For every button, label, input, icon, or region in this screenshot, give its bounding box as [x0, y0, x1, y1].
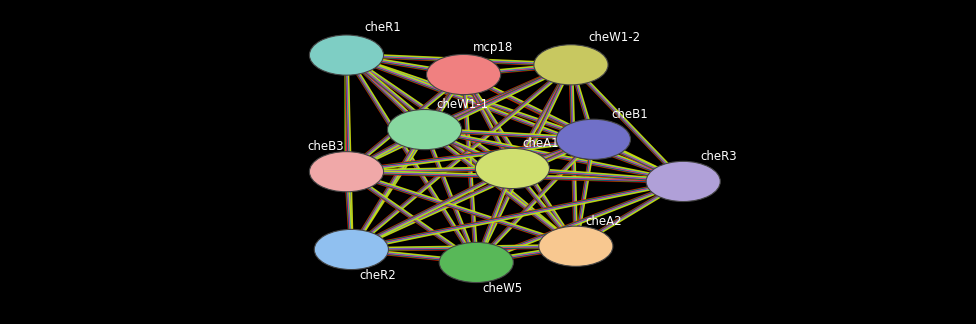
Text: cheB3: cheB3 [307, 140, 345, 153]
Ellipse shape [427, 54, 501, 95]
Text: cheA1: cheA1 [522, 137, 559, 150]
Ellipse shape [309, 35, 384, 75]
Text: cheW1-2: cheW1-2 [589, 31, 640, 44]
Ellipse shape [314, 229, 388, 270]
Ellipse shape [539, 226, 613, 266]
Ellipse shape [534, 45, 608, 85]
Text: cheR1: cheR1 [364, 21, 401, 34]
Ellipse shape [387, 110, 462, 150]
Ellipse shape [556, 119, 630, 159]
Ellipse shape [439, 242, 513, 283]
Text: cheW5: cheW5 [482, 282, 522, 295]
Ellipse shape [475, 148, 549, 189]
Ellipse shape [646, 161, 720, 202]
Ellipse shape [309, 152, 384, 192]
Text: cheW1-1: cheW1-1 [436, 98, 488, 111]
Text: mcp18: mcp18 [473, 41, 513, 54]
Text: cheR3: cheR3 [701, 150, 738, 163]
Text: cheA2: cheA2 [586, 215, 623, 228]
Text: cheR2: cheR2 [359, 269, 396, 282]
Text: cheB1: cheB1 [611, 108, 648, 121]
